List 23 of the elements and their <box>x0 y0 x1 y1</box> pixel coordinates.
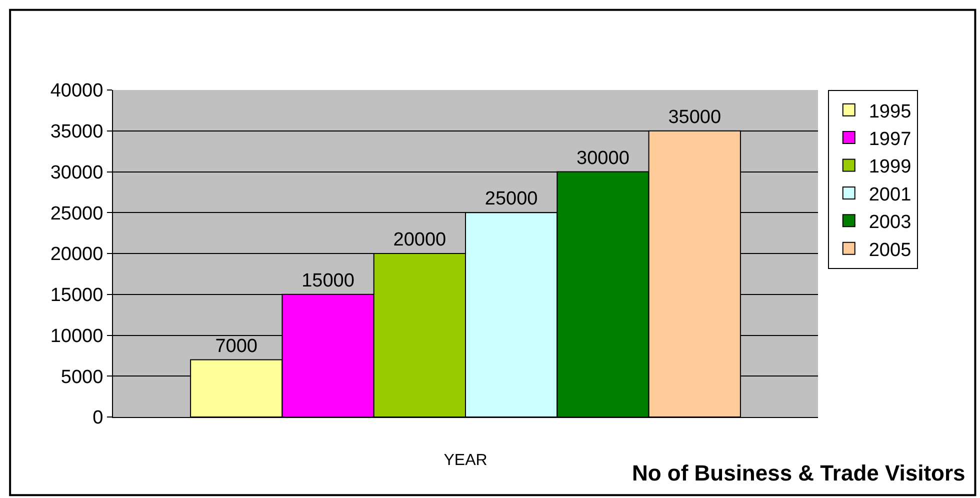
data-label: 15000 <box>302 270 354 292</box>
data-label: 35000 <box>668 106 722 128</box>
legend-label: 2003 <box>868 212 912 234</box>
y-tick-label: 10000 <box>50 326 104 347</box>
legend-label: 2001 <box>868 184 912 206</box>
y-tick-label: 25000 <box>50 203 104 224</box>
y-tick-label: 15000 <box>50 285 104 306</box>
data-label: 25000 <box>484 188 538 210</box>
legend-label: 1995 <box>868 101 912 122</box>
y-tick-label: 0 <box>92 408 104 429</box>
legend-label: 1997 <box>868 128 912 150</box>
x-tick-label: YEAR <box>444 452 488 470</box>
data-label: 20000 <box>393 230 446 250</box>
y-tick-label: 40000 <box>50 80 104 102</box>
y-tick-label: 30000 <box>50 162 104 184</box>
y-tick-label: 20000 <box>50 244 104 266</box>
data-label: 30000 <box>576 148 630 169</box>
data-label: 7000 <box>215 336 258 357</box>
legend-label: 1999 <box>868 156 912 178</box>
text: No of Business & Trade Visitors <box>632 460 966 486</box>
legend-label: 2005 <box>868 240 912 261</box>
y-tick-label: 5000 <box>60 366 104 388</box>
y-tick-label: 35000 <box>50 122 104 143</box>
